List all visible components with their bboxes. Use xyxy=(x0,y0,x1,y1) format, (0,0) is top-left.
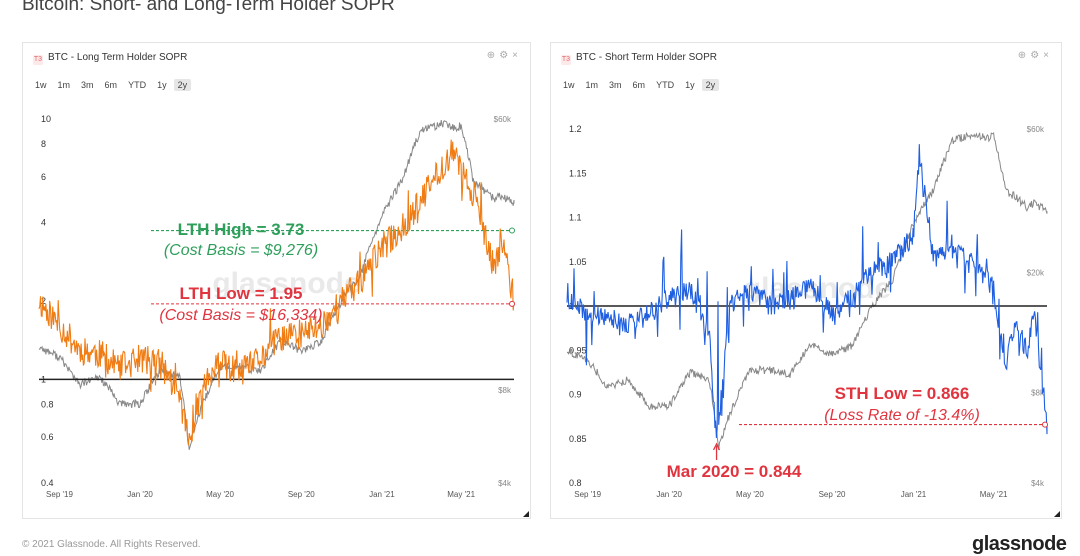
timeframe-1y[interactable]: 1y xyxy=(685,80,695,90)
page-title: Bitcoin: Short- and Long-Term Holder SOP… xyxy=(22,0,395,15)
y-tick-label: 1.2 xyxy=(569,124,582,134)
panel-title: T3 BTC - Short Term Holder SOPR xyxy=(561,52,717,65)
close-icon[interactable]: × xyxy=(1043,50,1053,61)
annotation-label: (Cost Basis = $9,276) xyxy=(164,242,318,259)
resize-handle-icon[interactable] xyxy=(1054,511,1060,517)
x-tick-label: Jan '21 xyxy=(369,490,395,499)
timeframe-1y[interactable]: 1y xyxy=(157,80,167,90)
glassnode-logo: glassnode xyxy=(972,533,1067,555)
annotation-label: STH Low = 0.866 xyxy=(835,384,970,403)
y-tick-label: 0.85 xyxy=(569,434,587,444)
annotation-label: LTH High = 3.73 xyxy=(178,220,305,239)
x-tick-label: Sep '19 xyxy=(574,490,601,499)
t3-badge-icon: T3 xyxy=(561,55,571,65)
price-tick-label: $4k xyxy=(498,479,512,488)
y-tick-label: 1.05 xyxy=(569,257,587,267)
x-tick-label: May '21 xyxy=(980,490,1008,499)
gear-icon[interactable]: ⚙ xyxy=(499,50,513,61)
t3-badge-icon: T3 xyxy=(33,55,43,65)
y-tick-label: 0.95 xyxy=(569,345,587,355)
timeframe-1w[interactable]: 1w xyxy=(35,80,47,90)
x-tick-label: Sep '19 xyxy=(46,490,73,499)
arrow-head-icon xyxy=(712,442,721,451)
sth-sopr-chart: glassnode0.80.850.90.9511.051.11.151.2$6… xyxy=(566,124,1048,499)
y-tick-label: 0.4 xyxy=(41,478,54,488)
sopr-line xyxy=(566,144,1048,438)
btc-price-line xyxy=(566,131,1048,451)
y-tick-label: 1.15 xyxy=(569,168,587,178)
panel-title-text: BTC - Short Term Holder SOPR xyxy=(576,52,717,63)
y-tick-label: 10 xyxy=(41,114,51,124)
x-tick-label: May '20 xyxy=(206,490,234,499)
timeframe-6m[interactable]: 6m xyxy=(104,80,118,90)
gear-icon[interactable]: ⚙ xyxy=(1030,50,1044,61)
end-marker-dot xyxy=(509,227,515,234)
x-tick-label: Sep '20 xyxy=(819,490,846,499)
timeframe-1m[interactable]: 1m xyxy=(57,80,71,90)
price-tick-label: $8k xyxy=(498,386,512,395)
sopr-line xyxy=(38,139,515,446)
zoom-icon[interactable]: ⊕ xyxy=(1017,50,1031,61)
copyright-text: © 2021 Glassnode. All Rights Reserved. xyxy=(22,539,201,550)
panel-tools: ⊕⚙× xyxy=(1018,50,1053,61)
end-marker-dot xyxy=(1042,421,1048,428)
timeframe-1w[interactable]: 1w xyxy=(563,80,575,90)
price-tick-label: $4k xyxy=(1031,479,1045,488)
x-tick-label: May '21 xyxy=(447,490,475,499)
timeframe-6m[interactable]: 6m xyxy=(632,80,646,90)
sth-chart-panel: T3 BTC - Short Term Holder SOPR ⊕⚙× 1w 1m 3… xyxy=(550,42,1062,519)
timeframe-3m[interactable]: 3m xyxy=(609,80,622,90)
price-tick-label: $20k xyxy=(1027,269,1045,278)
panel-title: T3 BTC - Long Term Holder SOPR xyxy=(33,52,187,65)
price-tick-label: $8k xyxy=(1031,388,1045,397)
y-tick-label: 1.1 xyxy=(569,213,582,223)
timeframe-2y[interactable]: 2y xyxy=(173,79,192,91)
close-icon[interactable]: × xyxy=(512,50,522,61)
panel-tools: ⊕⚙× xyxy=(487,50,522,61)
timeframe-2y[interactable]: 2y xyxy=(701,79,720,91)
x-tick-label: Jan '21 xyxy=(901,490,927,499)
price-tick-label: $60k xyxy=(1027,125,1045,134)
x-tick-label: May '20 xyxy=(736,490,764,499)
x-tick-label: Jan '20 xyxy=(127,490,153,499)
y-tick-label: 0.6 xyxy=(41,432,54,442)
y-tick-label: 6 xyxy=(41,172,46,182)
price-tick-label: $60k xyxy=(494,115,512,124)
timeframe-ytd[interactable]: YTD xyxy=(128,80,147,90)
y-tick-label: 4 xyxy=(41,218,46,228)
resize-handle-icon[interactable] xyxy=(523,511,529,517)
y-tick-label: 0.8 xyxy=(569,478,582,488)
lth-chart-panel: T3 BTC - Long Term Holder SOPR ⊕⚙× 1w 1m 3m… xyxy=(22,42,531,519)
end-marker-dot xyxy=(509,300,515,307)
timeframe-1m[interactable]: 1m xyxy=(585,80,599,90)
timeframe-selector: 1w 1m 3m 6m YTD 1y 2y xyxy=(559,79,720,91)
annotation-label: (Loss Rate of -13.4%) xyxy=(824,407,980,424)
annotation-label: (Cost Basis = $16,334) xyxy=(159,307,322,324)
y-tick-label: 8 xyxy=(41,139,46,149)
annotation-label: LTH Low = 1.95 xyxy=(180,284,303,303)
x-tick-label: Sep '20 xyxy=(288,490,315,499)
y-tick-label: 0.9 xyxy=(569,390,582,400)
y-tick-label: 0.8 xyxy=(41,400,54,410)
timeframe-selector: 1w 1m 3m 6m YTD 1y 2y xyxy=(31,79,192,91)
timeframe-3m[interactable]: 3m xyxy=(81,80,94,90)
zoom-icon[interactable]: ⊕ xyxy=(486,50,500,61)
panel-title-text: BTC - Long Term Holder SOPR xyxy=(48,52,188,63)
btc-price-line xyxy=(38,120,515,450)
annotation-label: Mar 2020 = 0.844 xyxy=(667,462,802,481)
x-tick-label: Jan '20 xyxy=(656,490,682,499)
timeframe-ytd[interactable]: YTD xyxy=(656,80,675,90)
